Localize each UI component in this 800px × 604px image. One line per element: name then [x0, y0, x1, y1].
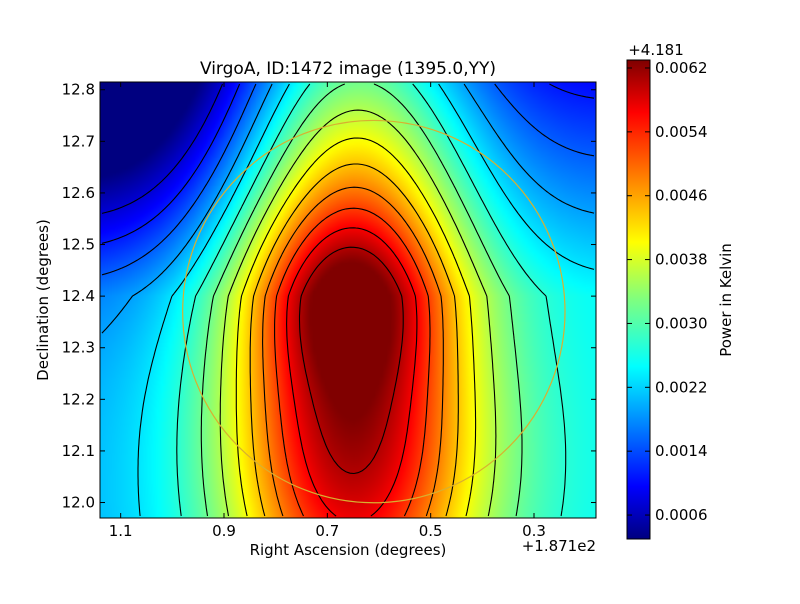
y-tick-label: 12.3 [62, 339, 95, 357]
contour-line [235, 137, 477, 517]
colorbar: 0.0006 0.0014 0.0022 0.0030 0.0038 0.0046 0.00… [626, 41, 735, 540]
x-axis-ticks: 1.1 0.9 0.7 0.5 0.3 [109, 82, 546, 540]
colorbar-tick-label: 0.0030 [655, 314, 708, 332]
colorbar-tick-label: 0.0014 [655, 442, 708, 460]
colorbar-tick-label: 0.0054 [655, 123, 708, 141]
x-axis-offset-label: +1.871e2 [522, 537, 596, 555]
y-tick-label: 12.0 [62, 494, 95, 512]
x-tick-label: 0.3 [522, 522, 546, 540]
y-tick-label: 12.2 [62, 390, 95, 408]
contour-line [176, 83, 567, 517]
y-tick-label: 12.7 [62, 132, 95, 150]
y-tick-label: 12.5 [62, 236, 95, 254]
contour-lines [101, 83, 595, 517]
contour-line [101, 83, 595, 334]
contour-line [137, 83, 595, 517]
chart-title: VirgoA, ID:1472 image (1395.0,YY) [200, 59, 496, 79]
contour-line [101, 83, 595, 244]
colorbar-gradient [626, 59, 651, 540]
colorbar-tick-label: 0.0046 [655, 187, 708, 205]
colorbar-tick-label: 0.0038 [655, 251, 708, 269]
contour-line [101, 83, 595, 276]
y-axis-label: Declination (degrees) [34, 219, 52, 381]
y-tick-label: 12.8 [62, 81, 95, 99]
y-axis-ticks: 12.0 12.1 12.2 12.3 12.4 12.5 12.6 12.7 12.8 [62, 81, 596, 512]
contour-line [274, 207, 431, 517]
x-tick-label: 0.5 [419, 522, 443, 540]
colorbar-ticks: 0.0006 0.0014 0.0022 0.0030 0.0038 0.0046 0.00… [627, 59, 708, 524]
colorbar-tick-label: 0.0006 [655, 506, 708, 524]
colorbar-offset-label: +4.181 [628, 41, 684, 59]
contour-line [262, 186, 444, 517]
contour-line [219, 109, 497, 517]
x-tick-label: 1.1 [109, 522, 133, 540]
x-tick-label: 0.7 [315, 522, 339, 540]
contour-line [101, 83, 224, 214]
plot-area [99, 81, 597, 519]
x-tick-label: 0.9 [212, 522, 236, 540]
contour-line [298, 246, 404, 475]
beam-circle [182, 119, 566, 504]
x-axis-label: Right Ascension (degrees) [250, 541, 447, 559]
colorbar-label: Power in Kelvin [717, 243, 735, 357]
y-tick-label: 12.6 [62, 184, 95, 202]
colorbar-tick-label: 0.0062 [655, 59, 708, 77]
contour-line [200, 83, 523, 517]
contour-line [249, 163, 459, 517]
y-tick-label: 12.4 [62, 287, 95, 305]
contour-line [286, 227, 418, 517]
plot-frame [99, 81, 597, 519]
y-tick-label: 12.1 [62, 442, 95, 460]
colorbar-tick-label: 0.0022 [655, 378, 708, 396]
